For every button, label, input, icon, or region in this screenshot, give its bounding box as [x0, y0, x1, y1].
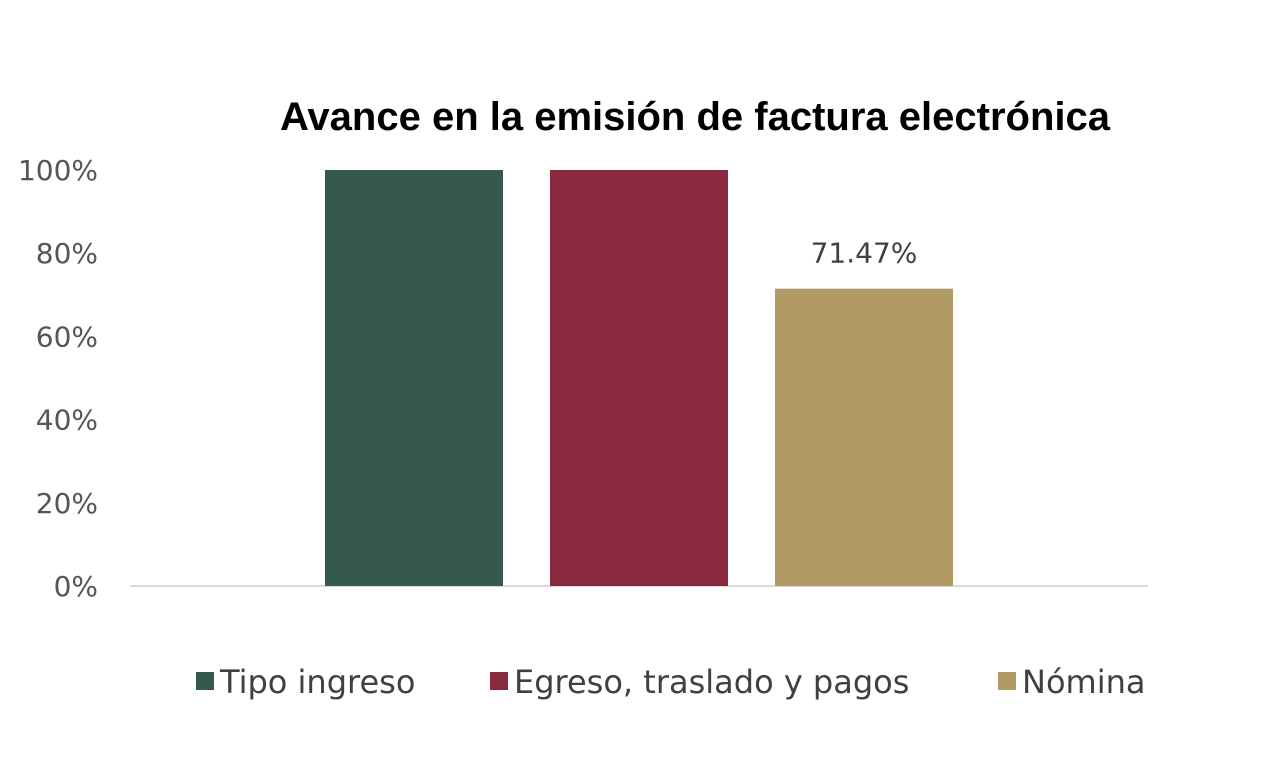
legend-swatch — [196, 672, 214, 690]
bar-2 — [775, 288, 953, 586]
y-axis-ticks: 0% 20% 40% 60% 80% 100% — [18, 154, 98, 603]
y-tick-label: 100% — [18, 154, 98, 187]
legend-label: Nómina — [1022, 663, 1145, 701]
y-tick-label: 80% — [36, 237, 98, 270]
y-tick-label: 40% — [36, 404, 98, 437]
data-labels: 71.47% — [811, 237, 918, 270]
legend-label: Egreso, traslado y pagos — [514, 663, 909, 701]
chart-title: Avance en la emisión de factura electrón… — [280, 95, 1111, 139]
y-tick-label: 0% — [54, 570, 98, 603]
bars — [325, 170, 953, 586]
legend-label: Tipo ingreso — [219, 663, 415, 701]
legend-swatch — [490, 672, 508, 690]
legend: Tipo ingreso Egreso, traslado y pagos Nómi… — [196, 663, 1145, 701]
legend-swatch — [998, 672, 1016, 690]
bar-1 — [550, 170, 728, 586]
y-tick-label: 20% — [36, 487, 98, 520]
y-tick-label: 60% — [36, 320, 98, 353]
bar-0 — [325, 170, 503, 586]
data-label: 71.47% — [811, 237, 918, 270]
